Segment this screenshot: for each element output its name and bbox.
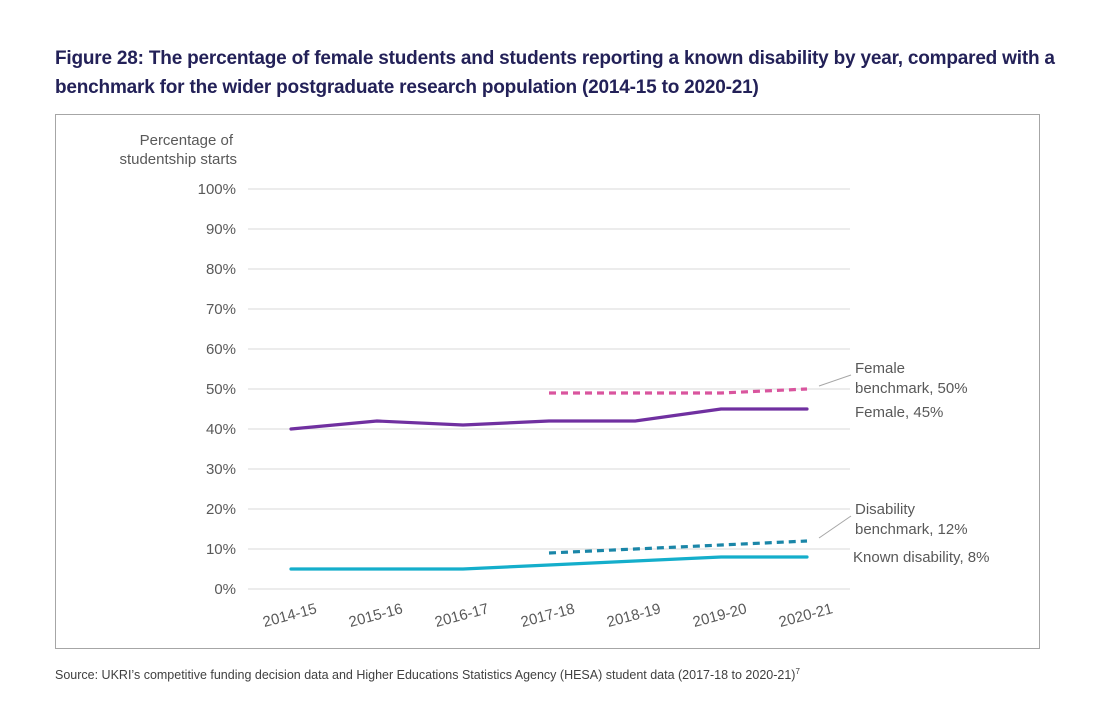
series-label-line: Known disability, 8% (853, 549, 989, 566)
series-label-disability-benchmark: Disability benchmark, 12% (855, 501, 968, 538)
chart-frame (55, 114, 1040, 649)
x-tick-label: 2017-18 (519, 600, 577, 631)
series-label-female: Female, 45% (855, 404, 943, 421)
series-line-female (289, 407, 809, 431)
y-tick-label: 60% (206, 341, 236, 358)
series-line-female-benchmark (549, 387, 808, 395)
series-label-known-disability: Known disability, 8% (853, 549, 989, 566)
series-lines (289, 387, 809, 571)
y-tick-label: 0% (214, 581, 236, 598)
y-axis-ticks: 0% 10% 20% 30% 40% 50% 60% 70% 80% 90% 100% (198, 181, 236, 598)
footnote-marker: 7 (795, 667, 800, 676)
y-tick-label: 70% (206, 301, 236, 318)
gridlines (248, 188, 850, 590)
series-label-line: Female (855, 360, 905, 377)
y-tick-label: 40% (206, 421, 236, 438)
series-label-line: benchmark, 50% (855, 380, 968, 397)
source-text: Source: UKRI’s competitive funding decis… (55, 668, 796, 683)
series-line-known-disability (289, 555, 809, 571)
x-tick-label: 2015-16 (347, 600, 405, 631)
x-tick-label: 2016-17 (433, 600, 491, 631)
series-label-line: Female, 45% (855, 404, 943, 421)
y-tick-label: 100% (198, 181, 236, 198)
source-note: Source: UKRI’s competitive funding decis… (55, 667, 800, 682)
y-axis-title-line: Percentage of (140, 132, 234, 149)
y-tick-label: 20% (206, 501, 236, 518)
series-label-line: Disability (855, 501, 916, 518)
x-axis-ticks: 2014-15 2015-16 2016-17 2017-18 2018-19 2019-… (261, 600, 835, 631)
series-labels: Female, 45% Female benchmark, 50% Known dis… (853, 360, 989, 566)
leader-line (818, 374, 852, 387)
y-tick-label: 10% (206, 541, 236, 558)
y-axis-title-line: studentship starts (119, 151, 237, 168)
x-tick-label: 2018-19 (605, 600, 663, 631)
y-tick-label: 50% (206, 381, 236, 398)
x-tick-label: 2020-21 (777, 600, 835, 631)
y-axis-title: Percentage of studentship starts (119, 132, 237, 168)
series-label-female-benchmark: Female benchmark, 50% (855, 360, 968, 397)
x-tick-label: 2019-20 (691, 600, 749, 631)
y-tick-label: 90% (206, 221, 236, 238)
label-leader-lines (818, 374, 852, 539)
y-tick-label: 80% (206, 261, 236, 278)
figure-title: Figure 28: The percentage of female stud… (55, 48, 1055, 98)
series-label-line: benchmark, 12% (855, 521, 968, 538)
leader-line (818, 515, 852, 539)
series-line-disability-benchmark (548, 539, 808, 555)
y-tick-label: 30% (206, 461, 236, 478)
x-tick-label: 2014-15 (261, 600, 319, 631)
